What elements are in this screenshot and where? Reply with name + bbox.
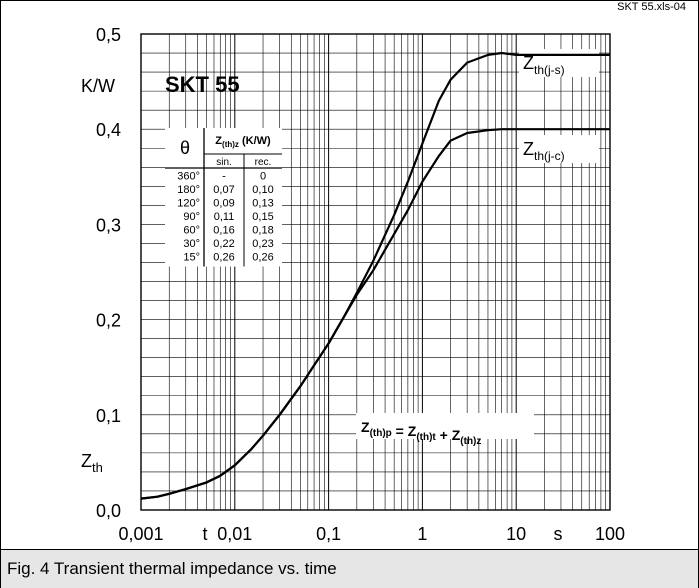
table-angle-cell: 60° [183, 225, 200, 237]
table-rec-cell: 0 [260, 171, 266, 183]
table-sin-cell: 0,26 [213, 252, 234, 264]
table-angle-cell: 120° [177, 198, 200, 210]
table-zth-header: Z(th)z (K/W) [215, 135, 271, 149]
table-sin-cell: 0,07 [213, 184, 234, 196]
chart-title: SKT 55 [165, 72, 240, 97]
formula-group: Z(th)p = Z(th)t + Z(th)z [356, 413, 534, 447]
x-tick-label: 10 [506, 524, 526, 544]
x-axis-label: t [202, 524, 207, 544]
x-tick-label: 0,001 [118, 524, 163, 544]
table-rec-cell: 0,26 [252, 252, 273, 264]
series-line [140, 128, 610, 500]
table-sin-cell: 0,22 [213, 238, 234, 250]
y-axis-unit: K/W [81, 76, 115, 96]
table-angle-cell: 180° [177, 184, 200, 196]
y-axis-label: Zth [81, 451, 103, 475]
table-angle-cell: 360° [177, 171, 200, 183]
y-tick-label: 0,3 [96, 215, 121, 235]
chart-svg: θ Z(th)z (K/W) sin. rec. 360° - 0 180° 0,07 0,10 1… [81, 25, 625, 544]
table-angle-cell: 30° [183, 238, 200, 250]
y-tick-label: 0,4 [96, 120, 121, 140]
series-label: Zth(j-c) [523, 139, 565, 163]
x-tick-label: 1 [417, 524, 427, 544]
table-sin-cell: - [222, 171, 226, 183]
series-label-background [519, 135, 599, 163]
figure-caption-bar: Fig. 4 Transient thermal impedance vs. t… [1, 549, 698, 588]
y-tick-label: 0,1 [96, 406, 121, 426]
table-angle-cell: 90° [183, 211, 200, 223]
plot-area-border [140, 33, 611, 511]
table-rec-header: rec. [255, 157, 272, 168]
table-rec-cell: 0,18 [252, 225, 273, 237]
file-tag: SKT 55.xls-04 [617, 1, 686, 13]
formula-text: Z(th)p = Z(th)t + Z(th)z [361, 419, 481, 447]
y-tick-label: 0,2 [96, 311, 121, 331]
angle-table: θ Z(th)z (K/W) sin. rec. 360° - 0 180° 0,07 0,10 1… [165, 128, 282, 267]
table-sin-cell: 0,16 [213, 225, 234, 237]
series-label-background [519, 49, 599, 77]
table-sin-cell: 0,11 [214, 211, 235, 223]
table-rec-cell: 0,15 [252, 211, 273, 223]
x-tick-label: 0,01 [217, 524, 252, 544]
y-tick-label: 0,0 [96, 501, 121, 521]
x-tick-label: 100 [595, 524, 625, 544]
series-label: Zth(j-s) [523, 53, 565, 77]
table-sin-header: sin. [216, 157, 232, 168]
x-axis-unit: s [554, 524, 563, 544]
table-theta-header: θ [180, 138, 190, 158]
formula-background [356, 413, 534, 439]
table-rec-cell: 0,23 [252, 238, 273, 250]
table-background [165, 128, 282, 267]
figure-caption: Fig. 4 Transient thermal impedance vs. t… [7, 559, 337, 578]
table-angle-cell: 15° [183, 252, 200, 264]
table-sin-cell: 0,09 [213, 198, 234, 210]
table-rec-cell: 0,13 [252, 198, 273, 210]
table-rec-cell: 0,10 [252, 184, 273, 196]
x-tick-label: 0,1 [316, 524, 341, 544]
y-tick-label: 0,5 [96, 25, 121, 45]
